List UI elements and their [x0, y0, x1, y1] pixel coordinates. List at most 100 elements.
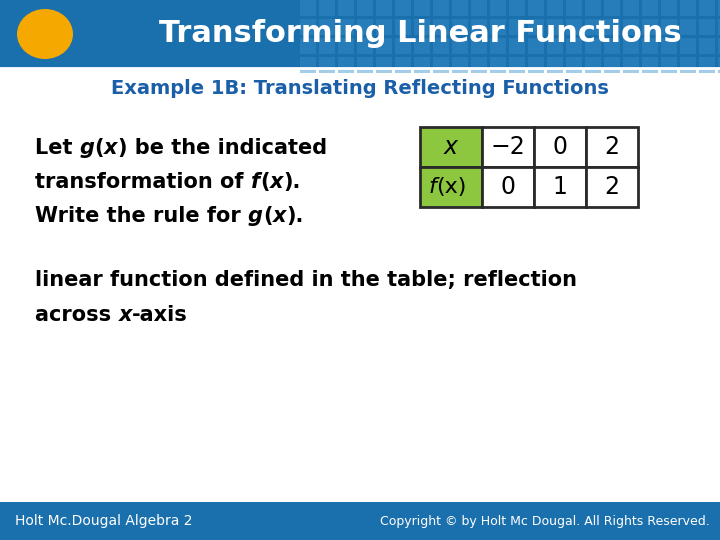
Bar [661, 38, 677, 54]
Bar [319, 19, 335, 35]
Bar [642, 57, 658, 73]
Bar [585, 57, 601, 73]
Bar [319, 0, 335, 16]
Bar [623, 0, 639, 16]
Bar [604, 19, 620, 35]
Bar [534, 167, 586, 207]
Bar [623, 57, 639, 73]
Bar [376, 0, 392, 16]
Bar [699, 38, 715, 54]
Bar [414, 38, 430, 54]
Bar [357, 57, 373, 73]
Text: ).: ). [283, 172, 300, 192]
Bar [395, 38, 411, 54]
Text: Write the rule for: Write the rule for [35, 206, 248, 226]
Bar [699, 0, 715, 16]
Text: f: f [428, 177, 436, 197]
Bar [680, 0, 696, 16]
Bar [376, 38, 392, 54]
Text: 1: 1 [552, 175, 567, 199]
Text: x: x [272, 206, 286, 226]
Text: x: x [444, 135, 458, 159]
Text: x: x [118, 305, 132, 325]
Bar [566, 0, 582, 16]
Bar [585, 19, 601, 35]
Bar [319, 38, 335, 54]
Text: -axis: -axis [132, 305, 188, 325]
Text: (: ( [260, 172, 269, 192]
Text: 2: 2 [605, 135, 619, 159]
Bar [300, 19, 316, 35]
Bar [528, 38, 544, 54]
Bar [528, 19, 544, 35]
Bar [414, 57, 430, 73]
Bar [471, 57, 487, 73]
Bar [490, 0, 506, 16]
Bar [433, 38, 449, 54]
Text: Copyright © by Holt Mc Dougal. All Rights Reserved.: Copyright © by Holt Mc Dougal. All Right… [380, 515, 710, 528]
Bar [509, 57, 525, 73]
Text: 0: 0 [500, 175, 516, 199]
Bar [420, 167, 482, 207]
Bar [433, 0, 449, 16]
Bar [338, 38, 354, 54]
Bar [490, 38, 506, 54]
Text: ).: ). [286, 206, 303, 226]
Bar [471, 38, 487, 54]
Bar [300, 38, 316, 54]
Bar [718, 0, 720, 16]
Bar [395, 19, 411, 35]
Bar [604, 57, 620, 73]
Bar [604, 38, 620, 54]
Bar [585, 38, 601, 54]
Text: (: ( [263, 206, 272, 226]
Bar [414, 0, 430, 16]
Bar [534, 127, 586, 167]
Bar [357, 38, 373, 54]
Bar [0, 0, 720, 68]
Text: Example 1B: Translating Reflecting Functions: Example 1B: Translating Reflecting Funct… [111, 78, 609, 98]
Bar [661, 19, 677, 35]
Bar [414, 19, 430, 35]
Bar [642, 19, 658, 35]
Text: −2: −2 [490, 135, 526, 159]
Bar [661, 0, 677, 16]
Bar [0, 502, 720, 540]
Bar [680, 57, 696, 73]
Bar [547, 57, 563, 73]
Text: Holt Mc.Dougal Algebra 2: Holt Mc.Dougal Algebra 2 [15, 514, 192, 528]
Bar [433, 19, 449, 35]
Bar [699, 57, 715, 73]
Text: 2: 2 [605, 175, 619, 199]
Bar [395, 57, 411, 73]
Bar [471, 0, 487, 16]
Text: 0: 0 [552, 135, 567, 159]
Bar [509, 19, 525, 35]
Bar [395, 0, 411, 16]
Text: x: x [104, 138, 118, 158]
Bar [586, 167, 638, 207]
Bar [357, 0, 373, 16]
Bar [300, 0, 316, 16]
Text: f: f [251, 172, 260, 192]
Bar [699, 19, 715, 35]
Text: g: g [248, 206, 263, 226]
Bar [547, 0, 563, 16]
Bar [586, 127, 638, 167]
Bar [376, 57, 392, 73]
Bar [623, 19, 639, 35]
Bar [680, 38, 696, 54]
Bar [604, 0, 620, 16]
Text: g: g [80, 138, 95, 158]
Text: Let: Let [35, 138, 80, 158]
Bar [547, 19, 563, 35]
Bar [547, 38, 563, 54]
Bar [319, 57, 335, 73]
Bar [482, 167, 534, 207]
Text: (x): (x) [436, 177, 467, 197]
Text: x: x [269, 172, 283, 192]
Bar [490, 19, 506, 35]
Bar [300, 57, 316, 73]
Bar [452, 57, 468, 73]
Bar [528, 57, 544, 73]
